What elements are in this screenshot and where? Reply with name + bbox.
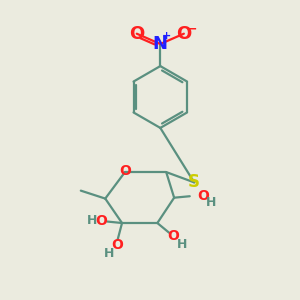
Text: H: H (87, 214, 97, 227)
Text: H: H (206, 196, 216, 209)
Text: O: O (129, 25, 144, 43)
Text: O: O (198, 189, 210, 202)
Text: O: O (112, 238, 124, 252)
Text: N: N (153, 35, 168, 53)
Text: O: O (95, 214, 107, 228)
Text: H: H (177, 238, 187, 251)
Text: O: O (119, 164, 131, 178)
Text: O: O (168, 229, 179, 243)
Text: +: + (162, 31, 171, 41)
Text: H: H (104, 247, 115, 260)
Text: −: − (187, 23, 197, 36)
Text: S: S (188, 173, 200, 191)
Text: O: O (176, 25, 191, 43)
